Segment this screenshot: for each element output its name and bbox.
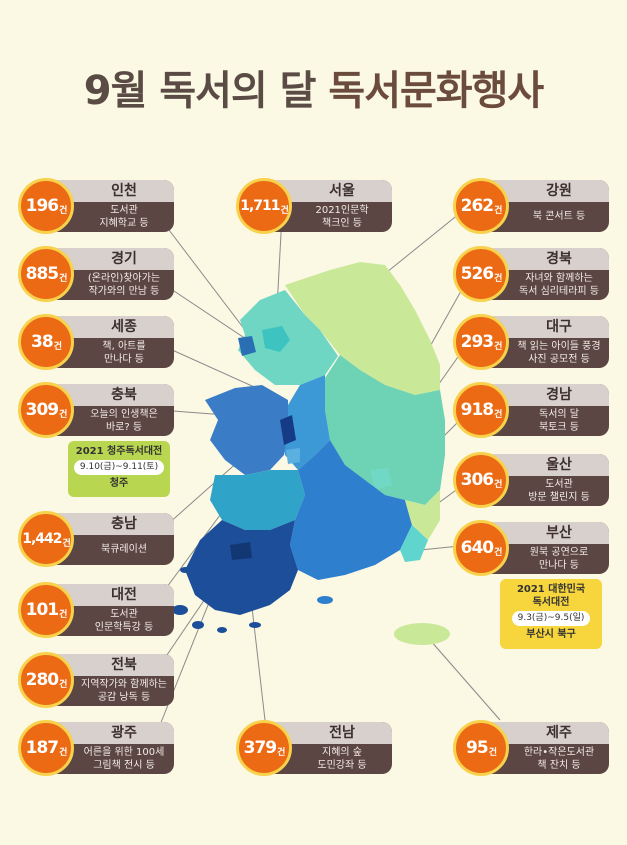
count-badge: 196 건: [18, 178, 74, 234]
region-card-gyeongnam: 경남 독서의 달 북토크 등 918 건: [453, 382, 609, 438]
busan-festival-box: 2021 대한민국 독서대전 9.3(금)~9.5(일) 부산시 북구: [500, 579, 602, 649]
region-card-ulsan: 울산 도서관 방문 챌린지 등 306 건: [453, 452, 609, 508]
jeju-island: [394, 623, 450, 645]
region-card-jeonnam: 전남 지혜의 숲 도민강좌 등 379 건: [236, 720, 392, 776]
count-badge: 918 건: [453, 382, 509, 438]
count-badge: 1,711 건: [236, 178, 292, 234]
count-badge: 379 건: [236, 720, 292, 776]
region-card-sejong: 세종 책, 아트를 만나다 등 38 건: [18, 314, 174, 370]
region-card-jeonbuk: 전북 지역작가와 함께하는 공감 낭독 등 280 건: [18, 652, 174, 708]
region-card-daegu: 대구 책 읽는 아이들 풍경 사진 공모전 등 293 건: [453, 314, 609, 370]
region-card-chungbuk: 충북 오늘의 인생책은 바로? 등 309 건: [18, 382, 174, 438]
cheongju-festival-box: 2021 청주독서대전 9.10(금)~9.11(토) 청주: [68, 441, 170, 497]
region-card-gwangju: 광주 어른을 위한 100세 그림책 전시 등 187 건: [18, 720, 174, 776]
region-card-seoul: 서울 2021인문학 책크인 등 1,711 건: [236, 178, 392, 234]
region-card-busan: 부산 원북 공연으로 만나다 등 640 건: [453, 520, 609, 576]
count-badge: 306 건: [453, 452, 509, 508]
region-card-incheon: 인천 도서관 지혜학교 등 196 건: [18, 178, 174, 234]
count-badge: 309 건: [18, 382, 74, 438]
count-badge: 526 건: [453, 246, 509, 302]
region-card-gyeonggi: 경기 (온라인)찾아가는 작가와의 만남 등 885 건: [18, 246, 174, 302]
count-badge: 38 건: [18, 314, 74, 370]
region-card-daejeon: 대전 도서관 인문학특강 등 101 건: [18, 582, 174, 638]
count-badge: 187 건: [18, 720, 74, 776]
title-part1: 9월 독서의 달: [83, 68, 329, 114]
count-badge: 101 건: [18, 582, 74, 638]
region-card-gangwon: 강원 북 콘서트 등 262 건: [453, 178, 609, 234]
count-badge: 640 건: [453, 520, 509, 576]
count-badge: 280 건: [18, 652, 74, 708]
count-badge: 1,442 건: [18, 511, 74, 567]
count-badge: 885 건: [18, 246, 74, 302]
count-badge: 95 건: [453, 720, 509, 776]
count-badge: 293 건: [453, 314, 509, 370]
count-badge: 262 건: [453, 178, 509, 234]
region-card-chungnam: 충남 북큐레이션 1,442 건: [18, 511, 174, 567]
page-title: 9월 독서의 달 독서문화행사: [0, 58, 627, 116]
region-card-jeju: 제주 한라•작은도서관 책 잔치 등 95 건: [453, 720, 609, 776]
region-card-gyeongbuk: 경북 자녀와 함께하는 독서 심리테라피 등 526 건: [453, 246, 609, 302]
title-part2: 독서문화행사: [328, 68, 544, 114]
